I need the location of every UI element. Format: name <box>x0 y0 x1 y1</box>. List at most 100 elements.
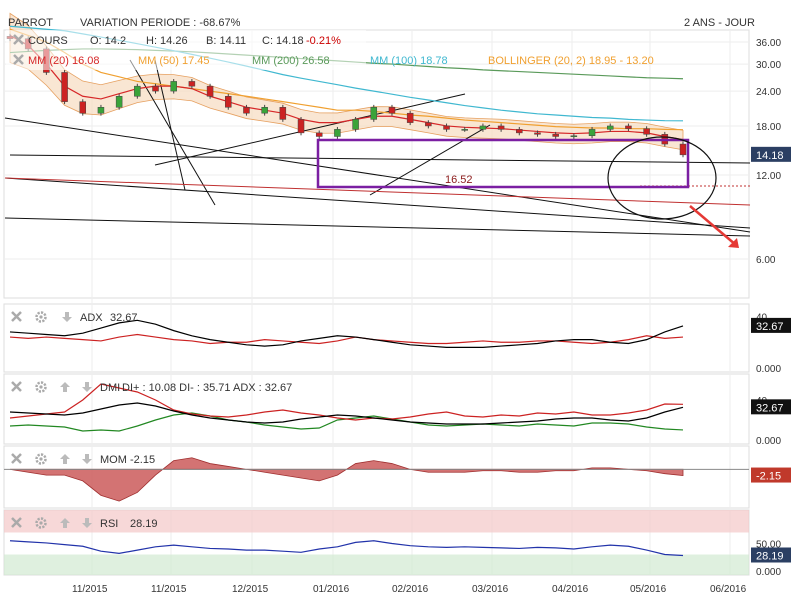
period-label: 2 ANS - JOUR <box>684 17 755 29</box>
dmi-values: DI+ : 10.08 DI- : 35.71 ADX : 32.67 <box>122 382 292 394</box>
candle <box>425 122 432 127</box>
candle <box>643 128 650 135</box>
arrow-down-icon[interactable] <box>62 312 72 322</box>
close-icon[interactable] <box>11 453 22 464</box>
arrow-down-icon[interactable] <box>82 518 92 528</box>
candle <box>261 107 268 114</box>
cours-label: COURS <box>28 35 68 47</box>
mom-value: -2.15 <box>130 454 155 466</box>
candle <box>625 125 632 129</box>
arrow-up-icon[interactable] <box>60 382 70 392</box>
bollinger-legend: BOLLINGER (20, 2) 18.95 - 13.20 <box>488 55 654 67</box>
x-tick-label: 06/2016 <box>710 584 747 595</box>
mm50-line <box>9 28 684 131</box>
candle <box>152 85 159 92</box>
candle <box>334 129 341 137</box>
legend-bg <box>6 30 366 70</box>
candle <box>79 101 87 114</box>
candle <box>61 72 68 102</box>
forecast-arrow <box>689 205 737 246</box>
candle <box>297 119 305 134</box>
trend-line <box>4 217 751 237</box>
mm200-legend: MM (200) 26.58 <box>252 55 330 67</box>
adx-di-minus-line <box>9 333 684 345</box>
mom-label: MOM <box>100 454 127 466</box>
rsi-tick: 0.000 <box>756 567 781 578</box>
dmi-tick: 0.000 <box>756 436 781 447</box>
candle <box>479 125 487 130</box>
close-icon[interactable] <box>11 311 22 322</box>
dmi-panel-frame <box>3 373 750 445</box>
candle <box>606 125 614 130</box>
candle <box>243 107 250 114</box>
price-tick-label: 24.00 <box>756 87 781 98</box>
close-icon[interactable] <box>13 34 24 45</box>
dmi-value-badge <box>751 399 791 415</box>
last-price-badge <box>751 146 791 162</box>
adx-badge-text: 32.67 <box>756 321 784 333</box>
x-tick-label: 01/2016 <box>313 584 350 595</box>
x-tick-label: 04/2016 <box>552 584 589 595</box>
arrow-down-icon[interactable] <box>82 382 92 392</box>
rsi-value: 28.19 <box>130 518 158 530</box>
dmi-adx-line <box>9 402 684 425</box>
candle <box>315 132 323 137</box>
x-tick-label: 11/2015 <box>151 584 187 595</box>
symbol-label: PARROT <box>8 17 53 29</box>
last-price-value: 14.18 <box>756 150 784 162</box>
trend-line <box>154 59 186 191</box>
gear-icon[interactable] <box>35 381 47 393</box>
candle <box>588 129 596 137</box>
dmi-label: DMI <box>100 382 120 394</box>
candle <box>370 107 378 120</box>
gear-icon[interactable] <box>35 517 47 529</box>
price-tick-label: 18.00 <box>756 122 781 133</box>
price-tick-label: 6.00 <box>756 255 776 266</box>
close-icon[interactable] <box>11 517 22 528</box>
rsi-label: RSI <box>100 518 118 530</box>
gear-icon[interactable] <box>35 453 47 465</box>
arrow-up-icon[interactable] <box>60 454 70 464</box>
dmi-minus-line <box>9 383 684 421</box>
candle <box>188 81 196 87</box>
adx-panel-frame <box>3 303 750 373</box>
support-line <box>4 177 751 206</box>
adx-label: ADX <box>80 312 103 324</box>
candle <box>225 96 232 108</box>
variation-label: VARIATION PERIODE : -68.67% <box>80 17 241 29</box>
candle <box>388 107 396 114</box>
high-value: H: 14.26 <box>146 35 188 47</box>
rsi-badge-text: 28.19 <box>756 550 784 562</box>
close-icon[interactable] <box>13 54 24 65</box>
candle <box>552 134 559 137</box>
consolidation-box <box>316 138 690 189</box>
candle <box>461 129 468 131</box>
price-panel-frame <box>3 29 750 299</box>
mom-badge-text: -2.15 <box>756 471 781 483</box>
candle <box>443 125 450 130</box>
close-icon[interactable] <box>11 381 22 392</box>
forecast-arrowhead <box>728 238 739 248</box>
gear-icon[interactable] <box>35 311 47 323</box>
candle <box>679 143 687 156</box>
price-tick-label: 12.00 <box>756 171 781 182</box>
adx-tick: 0.000 <box>756 364 781 375</box>
x-tick-label: 11/2015 <box>72 584 108 595</box>
rsi-overbought-zone <box>4 510 749 533</box>
arrow-down-icon[interactable] <box>82 454 92 464</box>
candle <box>497 125 505 130</box>
rsi-line <box>9 540 684 557</box>
candle <box>170 81 177 92</box>
adx-value-badge <box>751 317 791 333</box>
close-value: C: 14.18 <box>262 35 304 47</box>
x-tick-label: 05/2016 <box>630 584 667 595</box>
dmi-badge-text: 32.67 <box>756 402 784 414</box>
price-tick-label: 36.00 <box>756 38 781 49</box>
arrow-up-icon[interactable] <box>60 518 70 528</box>
x-tick-label: 03/2016 <box>472 584 509 595</box>
rsi-oversold-zone <box>4 554 749 575</box>
candle <box>570 135 578 138</box>
mm100-legend: MM (100) 18.78 <box>370 55 448 67</box>
low-value: B: 14.11 <box>206 35 246 47</box>
